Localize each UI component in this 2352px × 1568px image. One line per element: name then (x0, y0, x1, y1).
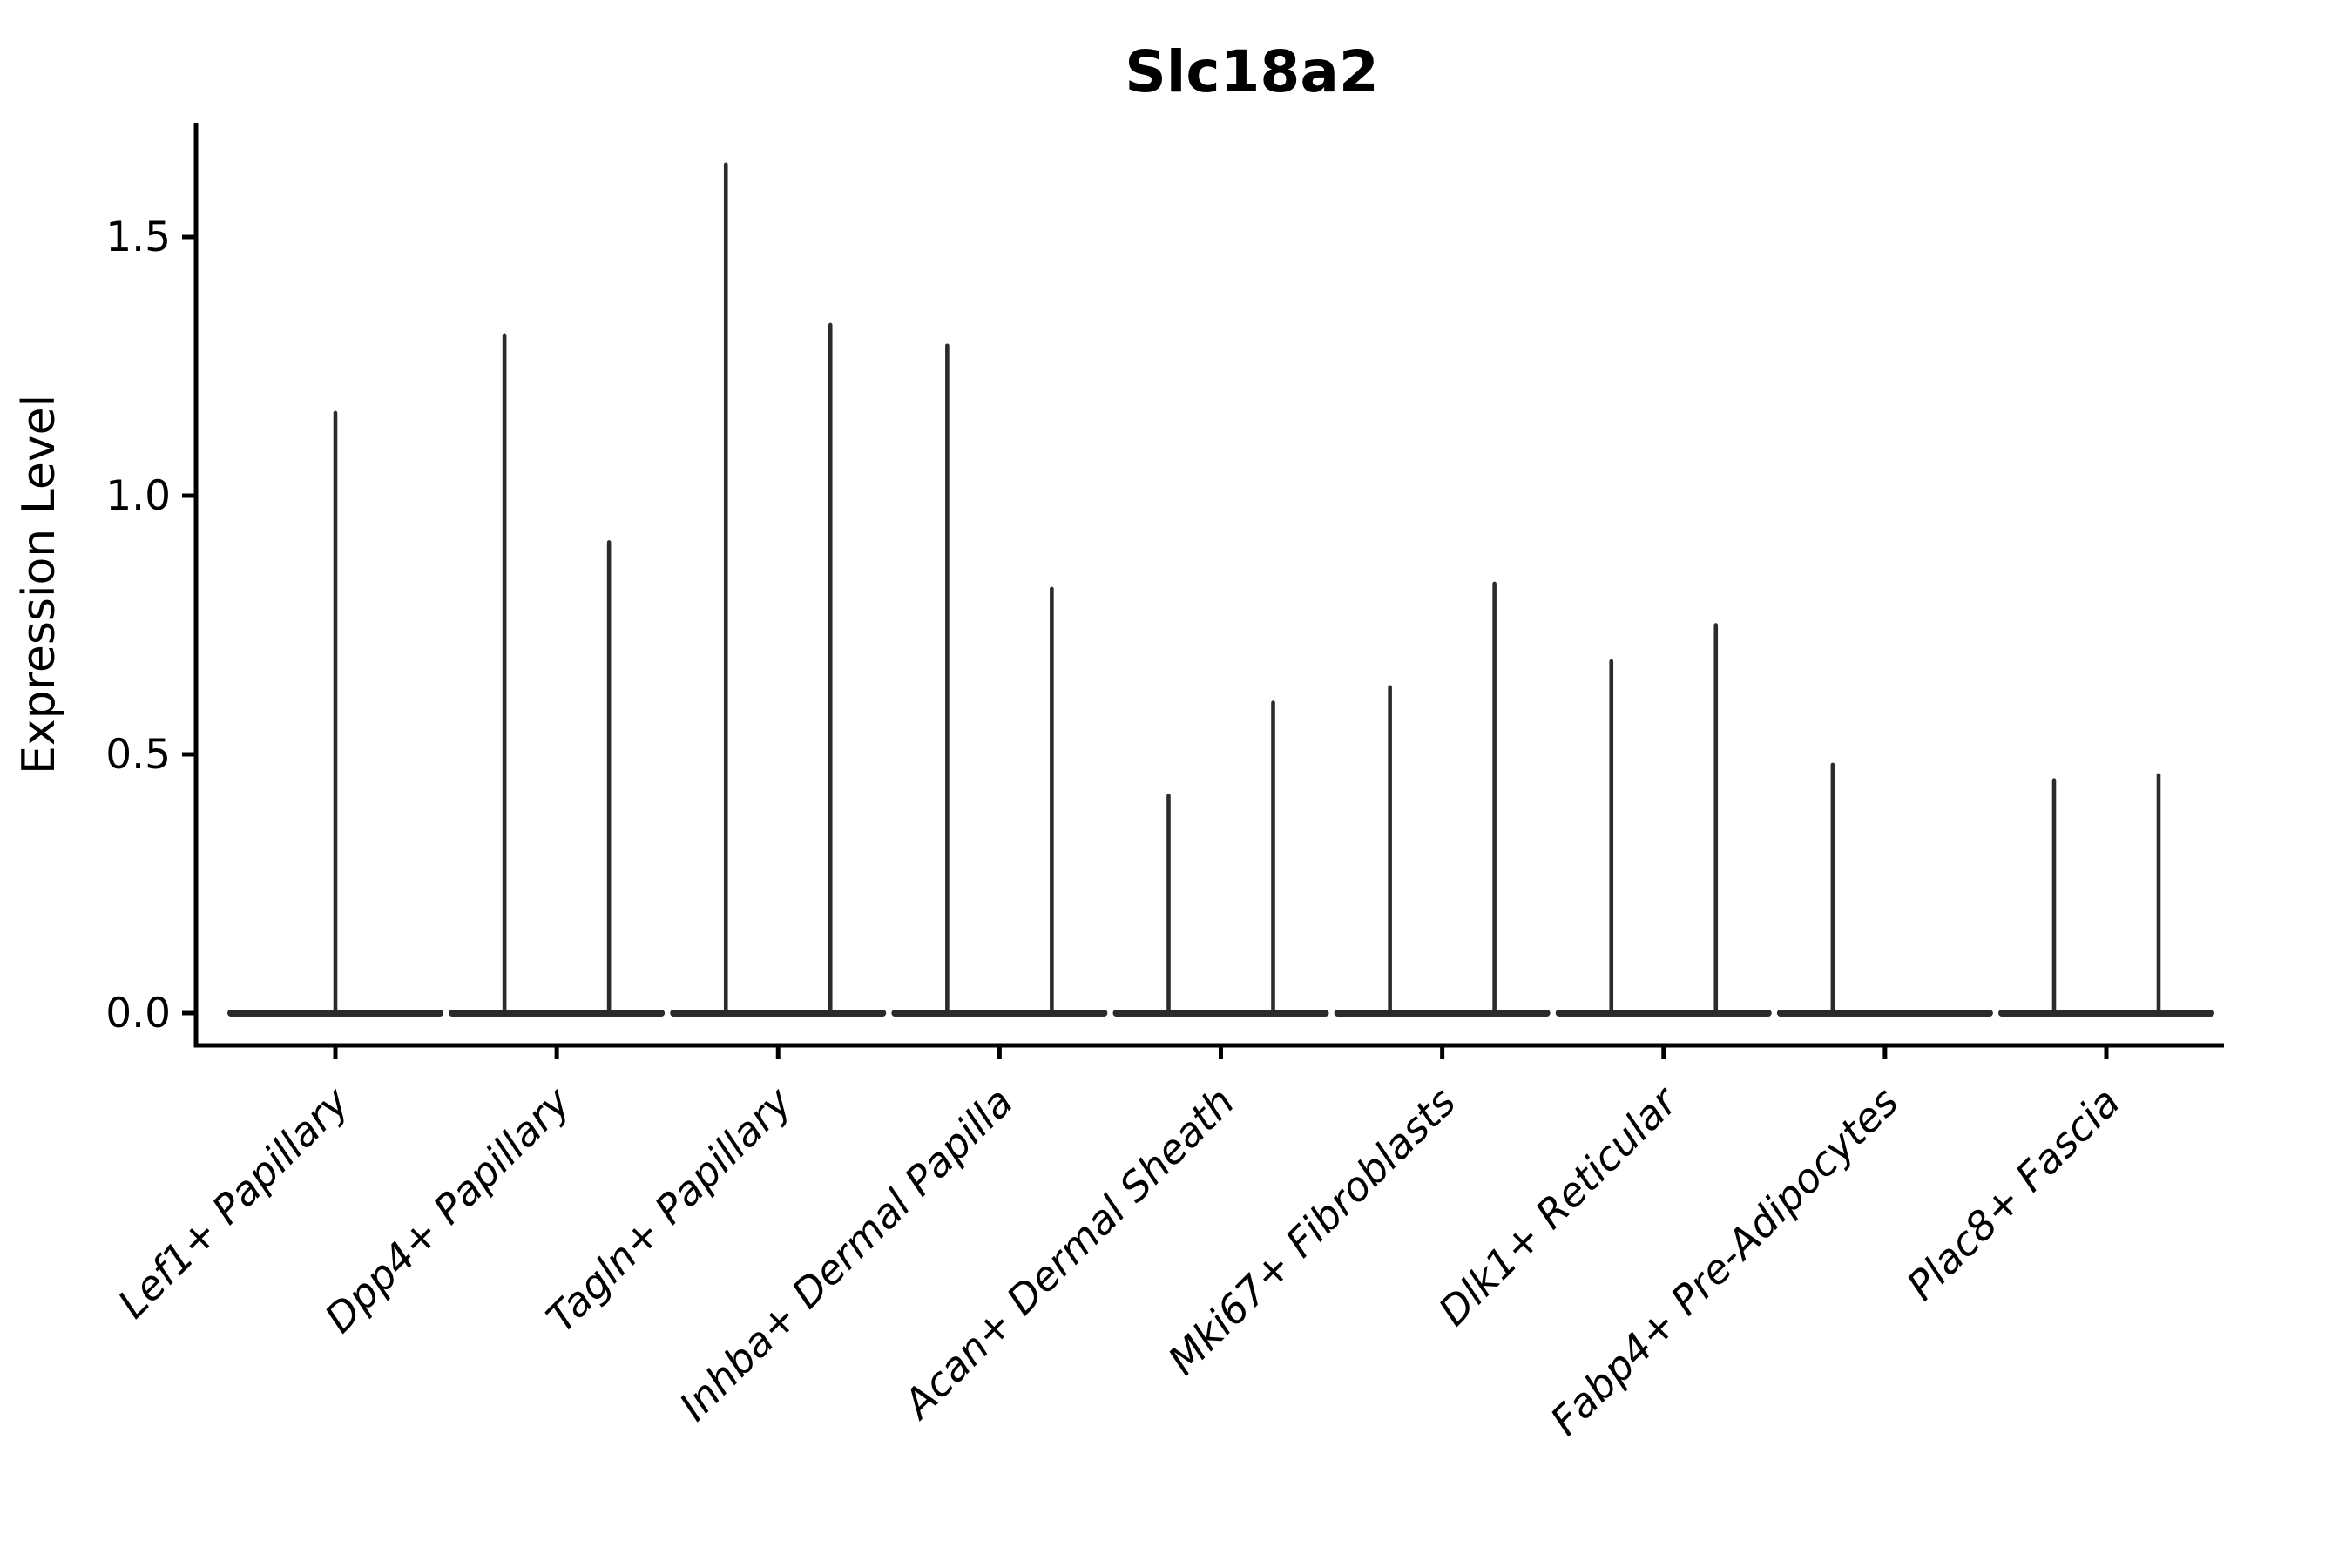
y-axis-label: Expression Level (13, 395, 65, 774)
y-tick-label: 0.5 (105, 731, 171, 779)
x-tick-label: Lef1+ Papillary (109, 1078, 358, 1327)
x-tick-label: Dlk1+ Reticular (1429, 1076, 1688, 1335)
x-tick-label: Plac8+ Fascia (1897, 1078, 2128, 1309)
axes-layer (182, 123, 2224, 1059)
chart-title: Slc18a2 (1125, 38, 1379, 105)
x-tick-label: Dpp4+ Papillary (315, 1078, 579, 1342)
y-tick-label: 0.0 (105, 990, 171, 1037)
violins-layer (227, 162, 2214, 1017)
y-tick-label: 1.0 (105, 472, 171, 520)
y-tick-label: 1.5 (105, 213, 171, 261)
x-tick-label: Tagln+ Papillary (537, 1078, 801, 1342)
x-tick-label: Fabp4+ Pre-Adipocytes (1541, 1078, 1907, 1444)
